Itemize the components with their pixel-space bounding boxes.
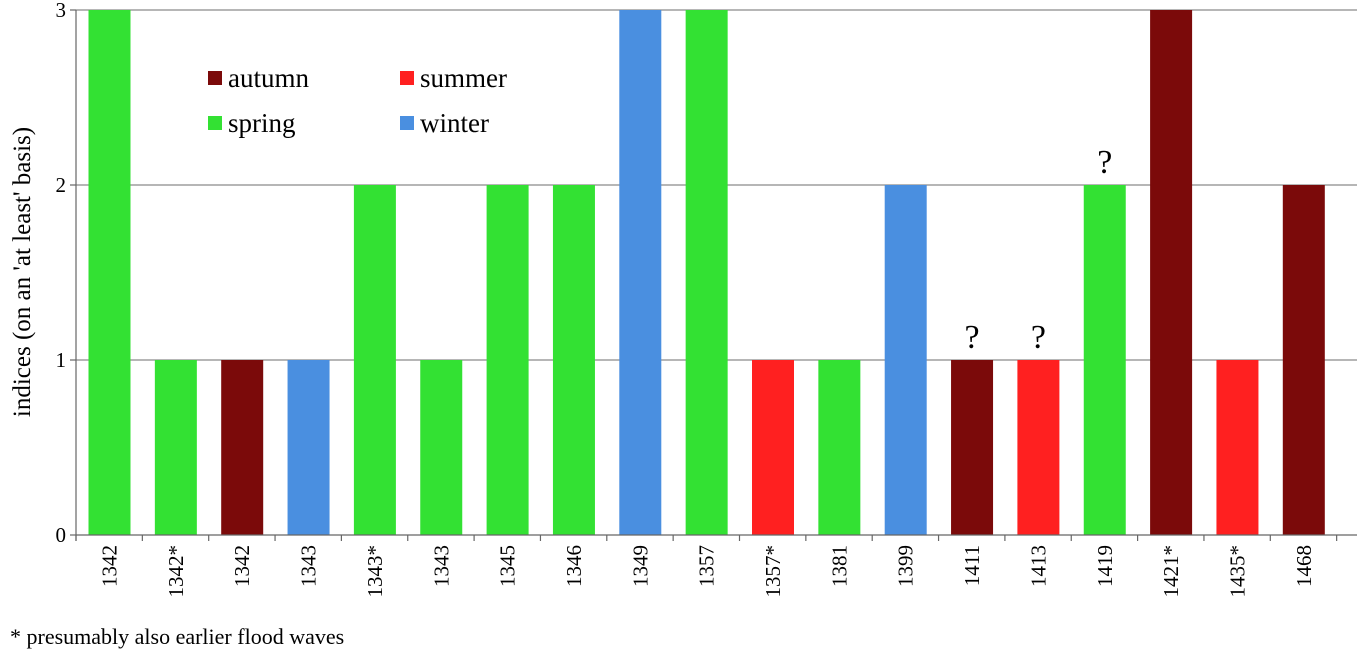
x-tick-label-6: 1345 — [496, 545, 520, 587]
x-tick-label-5: 1343 — [429, 545, 453, 587]
x-tick-label-2: 1342 — [230, 545, 254, 587]
bar-13 — [951, 360, 994, 535]
y-axis-label: indices (on an 'at least' basis) — [9, 127, 36, 417]
bar-8 — [619, 10, 662, 535]
x-tick-label-13: 1411 — [960, 545, 984, 586]
bar-9 — [685, 10, 728, 535]
legend-label-summer: summer — [420, 63, 507, 93]
x-tick-label-14: 1413 — [1026, 545, 1050, 587]
x-tick-label-12: 1399 — [894, 545, 918, 587]
bar-2 — [221, 360, 264, 535]
x-tick-label-17: 1435* — [1225, 545, 1249, 598]
y-tick-label-1: 1 — [56, 348, 67, 372]
bar-0 — [88, 10, 131, 535]
bar-5 — [420, 360, 463, 535]
x-tick-label-16: 1421* — [1159, 545, 1183, 598]
axes — [70, 9, 1357, 541]
x-tick-label-7: 1346 — [562, 545, 586, 587]
legend-swatch-winter — [400, 116, 414, 130]
legend-label-spring: spring — [228, 108, 296, 138]
legend: autumn summer spring winter — [208, 63, 507, 138]
annotation-2: ? — [1097, 144, 1112, 181]
x-tick-label-0: 1342 — [98, 545, 122, 587]
y-tick-label-3: 3 — [56, 0, 67, 22]
bar-7 — [552, 185, 595, 535]
x-tick-label-11: 1381 — [827, 545, 851, 587]
x-tick-label-10: 1357* — [761, 545, 785, 598]
bar-18 — [1282, 185, 1325, 535]
legend-label-winter: winter — [420, 108, 489, 138]
x-tick-label-3: 1343 — [297, 545, 321, 587]
bar-1 — [154, 360, 197, 535]
annotation-0: ? — [965, 319, 980, 356]
x-tick-labels: 1342 1342* 1342 1343 1343* 1343 1345 1346 1349 13… — [98, 545, 1316, 598]
legend-swatch-spring — [208, 116, 222, 130]
x-tick-label-1: 1342* — [164, 545, 188, 598]
x-tick-label-15: 1419 — [1093, 545, 1117, 587]
y-tick-label-2: 2 — [56, 173, 67, 197]
bar-10 — [752, 360, 794, 535]
bar-17 — [1216, 360, 1259, 535]
bar-15 — [1083, 185, 1126, 535]
y-tick-labels: 0 1 2 3 — [56, 0, 67, 547]
x-tick-label-8: 1349 — [628, 545, 652, 587]
x-tick-label-18: 1468 — [1292, 545, 1316, 587]
bar-12 — [884, 185, 927, 535]
x-tick-label-4: 1343* — [363, 545, 387, 598]
bar-6 — [486, 185, 529, 535]
bar-3 — [287, 360, 330, 535]
x-tick-label-9: 1357 — [695, 545, 719, 587]
bar-11 — [818, 360, 861, 535]
bar-16 — [1150, 10, 1193, 535]
y-tick-label-0: 0 — [56, 523, 67, 547]
annotations: ??? — [965, 144, 1113, 356]
legend-swatch-autumn — [208, 71, 222, 85]
bars — [88, 10, 1325, 535]
footnote: * presumably also earlier flood waves — [10, 624, 345, 649]
bar-4 — [353, 185, 396, 535]
legend-label-autumn: autumn — [228, 63, 309, 93]
legend-swatch-summer — [400, 71, 414, 85]
annotation-1: ? — [1031, 319, 1046, 356]
bar-14 — [1017, 360, 1060, 535]
